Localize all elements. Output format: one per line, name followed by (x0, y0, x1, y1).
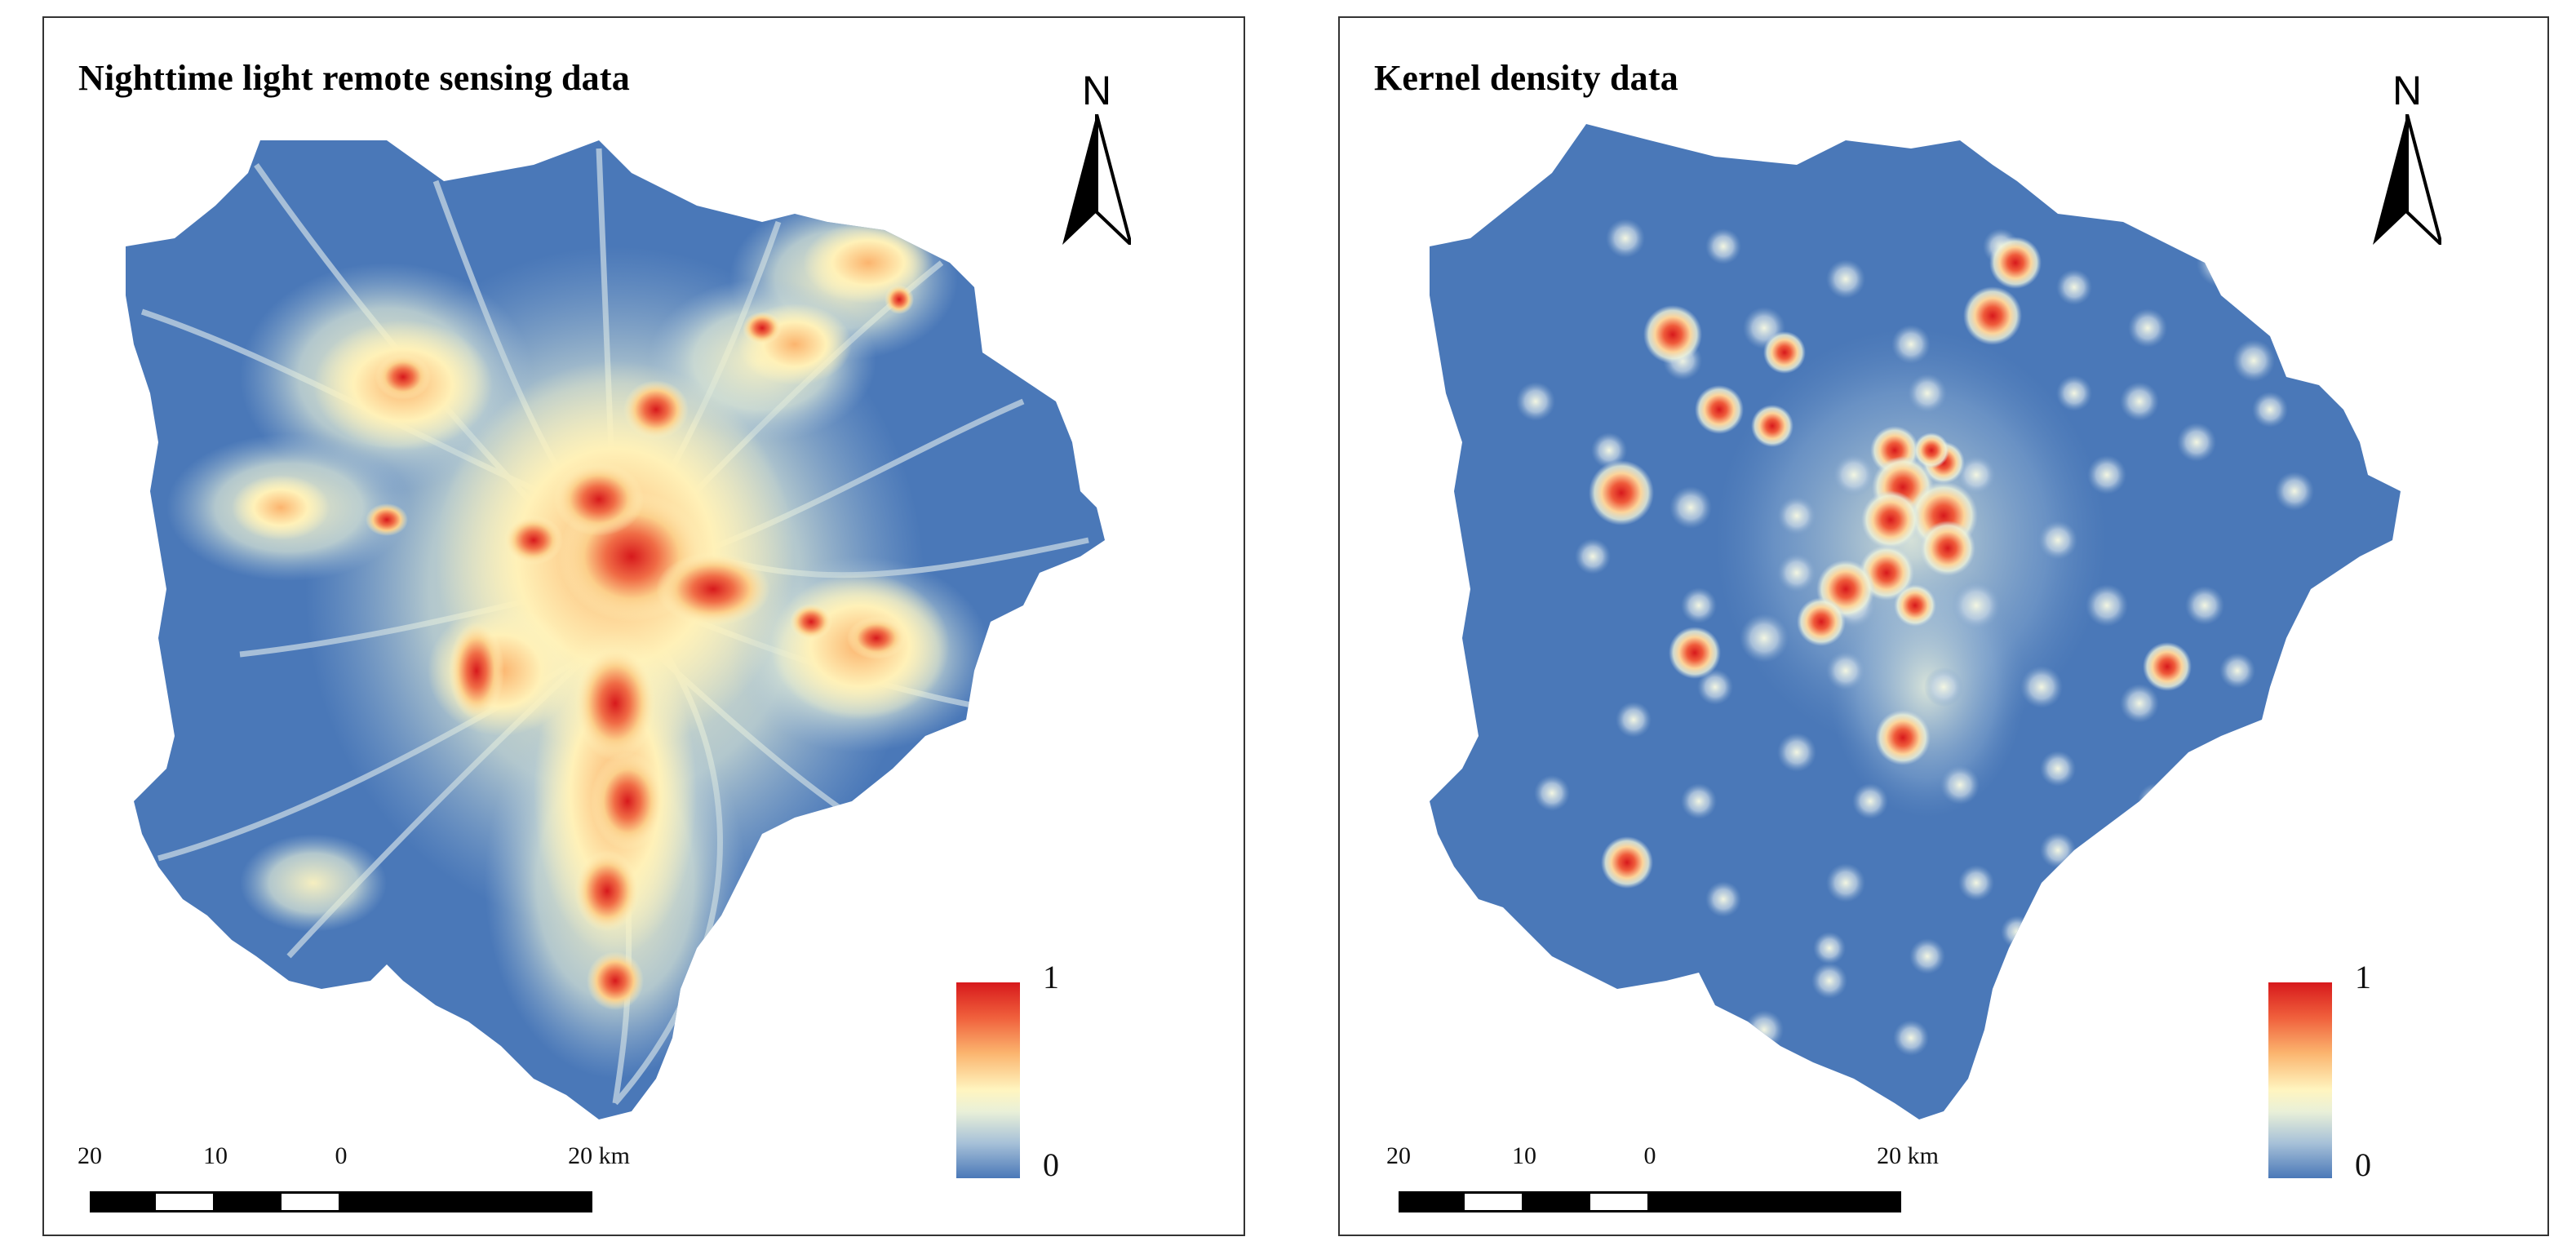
kernel-density-map (1430, 124, 2401, 1119)
scale-tick: 20 km (1877, 1142, 1939, 1169)
north-label: N (2392, 68, 2423, 113)
scale-segment (1399, 1191, 1462, 1212)
scale-tick: 20 (78, 1142, 102, 1169)
value-legend: 1 0 (956, 959, 1071, 1201)
north-label: N (1081, 68, 1112, 113)
scale-segment (153, 1191, 215, 1212)
nighttime-light-panel: Nighttime light remote sensing data N 1 … (42, 16, 1245, 1236)
scale-segment (1588, 1191, 1650, 1212)
scale-segment (279, 1191, 341, 1212)
legend-min-label: 0 (2355, 1146, 2371, 1183)
legend-min-label: 0 (1043, 1146, 1059, 1183)
scale-tick: 20 km (568, 1142, 630, 1169)
north-arrow-icon: N (2366, 67, 2448, 246)
scale-segment (1650, 1191, 1901, 1212)
scale-tick: 10 (203, 1142, 228, 1169)
legend-max-label: 1 (1043, 959, 1059, 995)
scale-tick: 0 (335, 1142, 348, 1169)
scale-bar: 20 10 0 20 km (1386, 1142, 2006, 1216)
scale-bar: 20 10 0 20 km (77, 1142, 697, 1216)
color-ramp (956, 982, 1020, 1178)
legend-max-label: 1 (2355, 959, 2371, 995)
kernel-density-panel: Kernel density data N 1 0 20 10 0 20 km (1338, 16, 2549, 1236)
nighttime-light-map (126, 140, 1105, 1119)
scale-segment (1524, 1191, 1588, 1212)
scale-segment (90, 1191, 153, 1212)
scale-segment (341, 1191, 592, 1212)
scale-segment (215, 1191, 279, 1212)
panel-title: Nighttime light remote sensing data (78, 58, 630, 98)
scale-segment (1462, 1191, 1524, 1212)
color-ramp (2268, 982, 2332, 1178)
scale-tick: 10 (1512, 1142, 1536, 1169)
panel-title: Kernel density data (1374, 58, 1678, 98)
scale-tick: 20 (1386, 1142, 1411, 1169)
north-arrow-icon: N (1056, 67, 1137, 246)
scale-tick: 0 (1643, 1142, 1656, 1169)
value-legend: 1 0 (2268, 959, 2383, 1201)
